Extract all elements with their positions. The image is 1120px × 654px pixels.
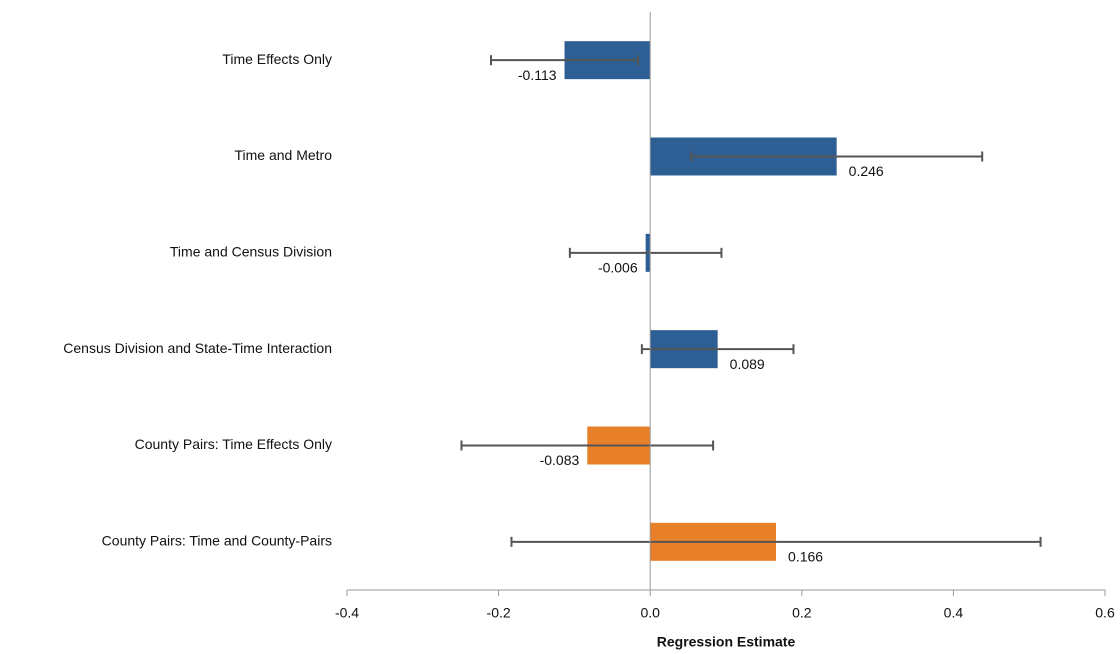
y-tick-label: Time and Census Division <box>170 244 332 260</box>
x-axis-title: Regression Estimate <box>657 634 796 650</box>
y-tick-label: Census Division and State-Time Interacti… <box>63 340 332 356</box>
x-tick-label: 0.0 <box>640 605 660 621</box>
x-tick-label: 0.2 <box>792 605 812 621</box>
x-tick-label: -0.4 <box>335 605 359 621</box>
y-tick-label: County Pairs: Time and County-Pairs <box>102 533 332 549</box>
y-tick-label: Time Effects Only <box>222 51 332 67</box>
value-label: 0.246 <box>849 163 884 179</box>
value-label: 0.089 <box>730 356 765 372</box>
x-tick-label: 0.4 <box>944 605 964 621</box>
x-tick-label: -0.2 <box>487 605 511 621</box>
value-label: -0.006 <box>598 260 638 276</box>
y-tick-label: Time and Metro <box>234 147 332 163</box>
value-label: -0.083 <box>540 452 580 468</box>
x-tick-label: 0.6 <box>1095 605 1115 621</box>
value-label: 0.166 <box>788 549 823 565</box>
y-tick-label: County Pairs: Time Effects Only <box>135 436 332 452</box>
value-label: -0.113 <box>518 67 557 83</box>
